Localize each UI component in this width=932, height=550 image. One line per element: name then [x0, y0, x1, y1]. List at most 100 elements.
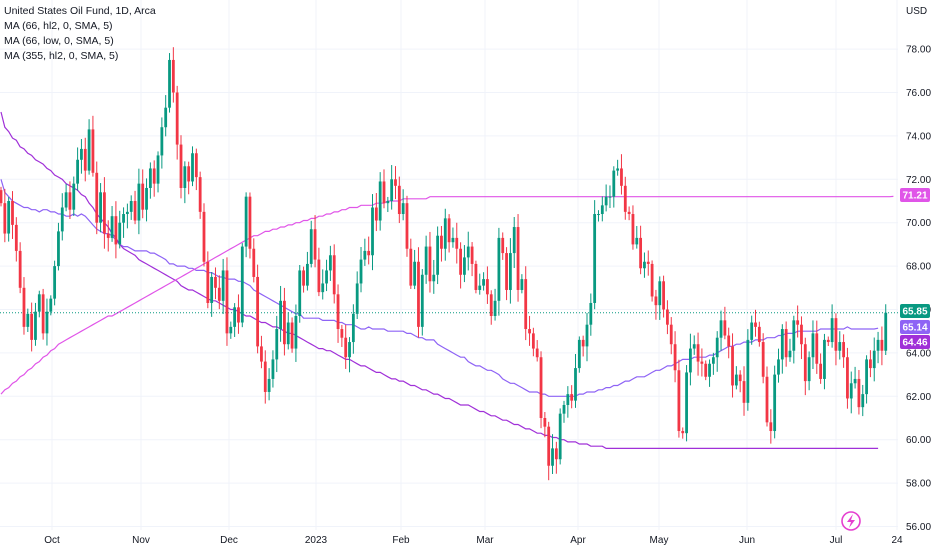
candle [635, 225, 639, 249]
candle-body [436, 235, 440, 275]
candle [64, 183, 68, 212]
tv-logo-icon[interactable] [841, 511, 861, 531]
candle [826, 336, 830, 346]
candle [179, 135, 183, 199]
candle [355, 271, 359, 320]
candle-body [719, 320, 723, 338]
candle-body [83, 148, 87, 171]
candle-body [37, 294, 41, 312]
candle [420, 269, 424, 336]
candle [608, 185, 612, 209]
price-badge: 64.46 [900, 335, 930, 349]
candle-body [451, 237, 455, 243]
chart-grid [0, 0, 898, 530]
candle-body [512, 227, 516, 254]
candle-body [539, 357, 543, 418]
candle-body [620, 168, 623, 186]
candle [125, 203, 129, 229]
candle [861, 384, 865, 417]
candle-body [505, 253, 508, 290]
candle [616, 159, 620, 176]
price-badge: 65.14 [900, 320, 930, 334]
candle-body [658, 281, 662, 306]
candle-body [401, 203, 405, 215]
candle [769, 409, 773, 444]
candle-body [612, 170, 616, 197]
candle-body [217, 287, 221, 301]
candle-body [577, 339, 581, 369]
x-tick-label: Jul [830, 535, 843, 546]
candle [279, 285, 282, 342]
candle [459, 242, 462, 289]
candle [754, 309, 757, 337]
x-tick-label: Oct [44, 535, 60, 546]
price-badge-label: 65.14 [902, 323, 927, 334]
candle [53, 260, 57, 306]
y-tick-label: 62.00 [906, 392, 931, 403]
candle-body [22, 287, 26, 327]
candle-body [443, 218, 447, 249]
candle [581, 335, 585, 357]
candle-body [125, 211, 129, 215]
candle-body [807, 357, 811, 382]
candle-body [470, 246, 474, 264]
candle [451, 227, 455, 248]
candle [351, 304, 355, 354]
candle-body [321, 283, 325, 293]
candle [570, 385, 574, 409]
candle-body [643, 261, 646, 269]
candle [401, 189, 405, 221]
time-scale: Oct Nov Dec 2023 Feb Mar Apr May Jun Jul 24 [44, 535, 903, 546]
candle [252, 238, 256, 283]
candle-body [405, 203, 409, 249]
candle-body [279, 300, 282, 330]
indicator-ma-3[interactable]: MA (355, hl2, 0, SMA, 5) [4, 50, 119, 62]
candle [493, 288, 497, 321]
candle-body [179, 144, 183, 188]
candle-body [486, 279, 489, 295]
candle [30, 302, 34, 352]
candle-body [64, 192, 68, 208]
candle-body [803, 344, 807, 382]
candle [148, 162, 152, 199]
candle [26, 308, 30, 333]
candle [853, 366, 857, 389]
candle-body [332, 255, 336, 295]
candle-body [325, 270, 328, 284]
candle-body [685, 372, 688, 434]
candle-body [727, 335, 731, 347]
candle-body [826, 339, 830, 343]
candle-body [260, 346, 263, 362]
candle [880, 326, 884, 366]
candle-body [99, 192, 102, 223]
indicator-ma-1[interactable]: MA (66, hl2, 0, SMA, 5) [4, 20, 113, 32]
candle [0, 186, 3, 207]
candle [344, 324, 348, 369]
candle-body [118, 222, 122, 245]
candle [631, 205, 635, 250]
candle-body [700, 361, 704, 364]
candle [57, 222, 60, 271]
candle-body [478, 285, 482, 290]
candle [842, 334, 845, 368]
candle-body [367, 250, 371, 256]
candle-body [283, 300, 286, 345]
indicator-ma-2[interactable]: MA (66, low, 0, SMA, 5) [4, 35, 114, 47]
candle-body [168, 59, 171, 108]
price-badge-label: 71.21 [902, 191, 927, 202]
candle-body [876, 339, 880, 351]
candle [489, 290, 493, 325]
candle [681, 427, 685, 439]
candle-body [811, 333, 815, 358]
candle-body [673, 344, 677, 371]
candle [788, 338, 792, 362]
candle-body [152, 168, 156, 184]
candle-body [114, 216, 118, 245]
candle [68, 181, 72, 220]
candle-body [482, 279, 485, 286]
candle-body [742, 381, 746, 403]
candle [792, 315, 796, 364]
price-scale-area[interactable] [898, 0, 932, 550]
candle-body [593, 214, 597, 303]
